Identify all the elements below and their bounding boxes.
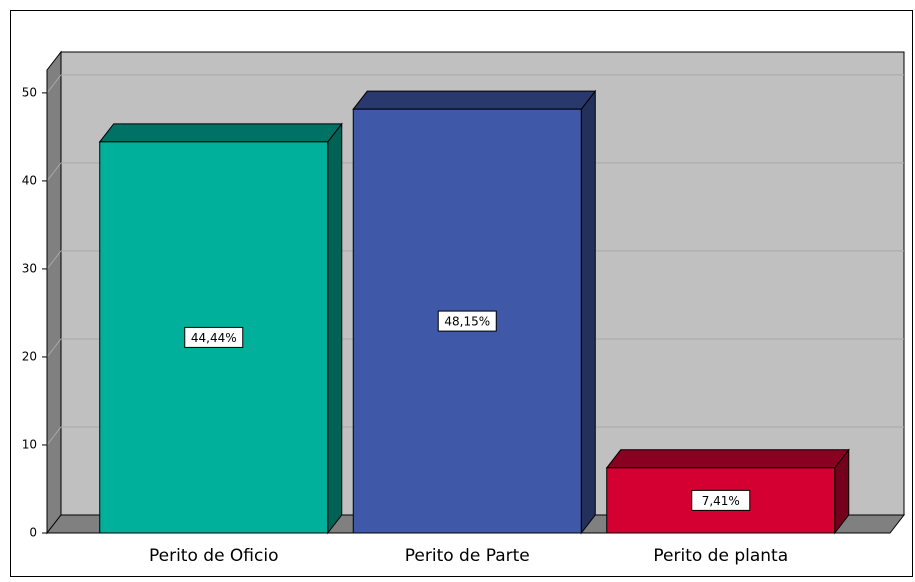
grid-line [46,250,62,270]
y-tick-label: 10 [22,437,37,451]
y-tick-label: 30 [22,261,37,275]
x-tick-label: Perito de Parte [405,546,530,566]
x-tick-label: Perito de planta [653,546,788,566]
value-label: 44,44% [191,331,237,345]
y-tick-label: 0 [29,526,37,540]
y-tick-label: 40 [22,173,37,187]
value-label: 7,41% [702,494,740,508]
x-tick-label: Perito de Oficio [149,546,279,566]
value-label-box [437,310,497,332]
bar-top [605,449,850,469]
value-label: 48,15% [444,315,490,329]
bar-side [327,122,343,535]
grid-line [46,74,62,94]
y-tick-label: 20 [22,349,37,363]
bar-top [352,90,597,110]
y-tick-label: 50 [22,85,37,99]
bar-side [580,89,596,535]
left-wall [46,50,62,535]
value-label-box [691,489,751,511]
value-label-box [184,326,244,348]
grid-line [46,162,62,182]
bar-top [98,123,343,143]
grid-line [46,426,62,446]
grid-line [46,338,62,358]
